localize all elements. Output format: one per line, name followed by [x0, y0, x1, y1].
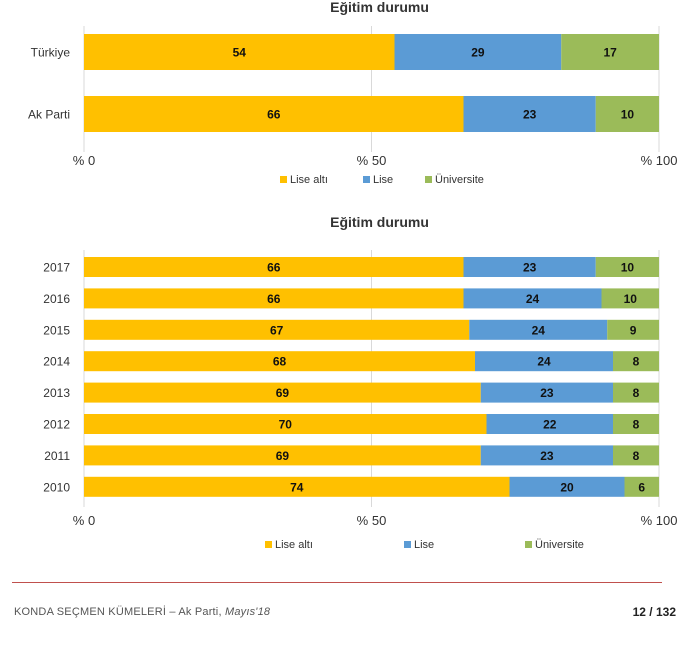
- legend-swatch: [425, 176, 432, 183]
- data-label: 8: [633, 449, 640, 463]
- bar-segment: [463, 96, 596, 132]
- footer-source-text: KONDA SEÇMEN KÜMELERİ – Ak Parti,: [14, 606, 225, 618]
- bar-segment: [475, 351, 613, 372]
- data-label: 10: [624, 292, 638, 306]
- data-label: 23: [523, 261, 537, 275]
- data-label: 23: [540, 386, 554, 400]
- data-label: 74: [290, 480, 304, 494]
- bar-segment: [84, 476, 510, 497]
- data-label: 10: [621, 108, 635, 122]
- data-label: 69: [276, 449, 290, 463]
- category-label: 2011: [44, 449, 70, 463]
- x-tick-label: % 50: [357, 513, 387, 528]
- data-label: 6: [638, 480, 645, 494]
- legend-swatch: [265, 541, 272, 548]
- bar-segment: [561, 34, 659, 70]
- bar-segment: [84, 351, 475, 372]
- data-label: 20: [560, 480, 574, 494]
- category-label: 2017: [43, 261, 70, 275]
- data-label: 23: [523, 108, 537, 122]
- data-label: 9: [630, 323, 637, 337]
- data-label: 54: [233, 46, 247, 60]
- bar-segment: [613, 351, 659, 372]
- data-label: 66: [267, 261, 281, 275]
- x-tick-label: % 50: [357, 153, 387, 168]
- category-label: Ak Parti: [28, 108, 70, 122]
- category-label: 2013: [43, 386, 70, 400]
- data-label: 24: [537, 355, 551, 369]
- bar-segment: [480, 445, 613, 466]
- bar-segment: [84, 34, 395, 70]
- category-label: Türkiye: [31, 46, 71, 60]
- bar-segment: [463, 288, 602, 309]
- data-label: 22: [543, 418, 557, 432]
- bar-segment: [601, 288, 659, 309]
- data-label: 69: [276, 386, 290, 400]
- bar-segment: [84, 96, 464, 132]
- category-label: 2010: [43, 480, 70, 494]
- footer-divider: [12, 582, 662, 583]
- data-label: 70: [279, 418, 293, 432]
- bar-segment: [607, 319, 659, 340]
- chart-title: Eğitim durumu: [330, 0, 429, 15]
- x-tick-label: % 0: [73, 153, 95, 168]
- bar-segment: [595, 96, 659, 132]
- bar-segment: [394, 34, 562, 70]
- data-label: 66: [267, 108, 281, 122]
- category-label: 2016: [43, 292, 70, 306]
- legend-swatch: [280, 176, 287, 183]
- bar-segment: [509, 476, 625, 497]
- data-label: 17: [603, 46, 617, 60]
- data-label: 68: [273, 355, 287, 369]
- data-label: 8: [633, 418, 640, 432]
- legend-label: Lise altı: [290, 174, 328, 186]
- data-label: 24: [526, 292, 540, 306]
- category-label: 2015: [43, 323, 70, 337]
- bar-segment: [480, 382, 613, 403]
- legend-label: Lise: [373, 174, 393, 186]
- legend-label: Üniversite: [535, 539, 584, 551]
- chart-title: Eğitim durumu: [330, 214, 429, 230]
- bar-segment: [486, 414, 613, 434]
- bar-segment: [84, 257, 464, 277]
- footer-source: KONDA SEÇMEN KÜMELERİ – Ak Parti, Mayıs'…: [14, 606, 270, 618]
- bar-segment: [463, 257, 596, 277]
- category-label: 2014: [43, 355, 70, 369]
- legend-label: Lise: [414, 539, 434, 551]
- x-tick-label: % 0: [73, 513, 95, 528]
- bar-segment: [84, 288, 464, 309]
- bar-segment: [469, 319, 608, 340]
- x-tick-label: % 100: [641, 513, 678, 528]
- legend-swatch: [525, 541, 532, 548]
- data-label: 24: [532, 323, 546, 337]
- data-label: 29: [471, 46, 485, 60]
- footer-date: Mayıs'18: [224, 606, 271, 618]
- data-label: 66: [267, 292, 281, 306]
- legend-label: Lise altı: [275, 539, 313, 551]
- bar-segment: [613, 414, 659, 434]
- data-label: 67: [270, 323, 284, 337]
- category-label: 2012: [43, 418, 70, 432]
- bar-segment: [613, 382, 659, 403]
- bar-segment: [84, 445, 481, 466]
- page-number: 12 / 132: [632, 605, 676, 619]
- legend-label: Üniversite: [435, 174, 484, 186]
- data-label: 23: [540, 449, 554, 463]
- legend-swatch: [363, 176, 370, 183]
- bar-segment: [84, 414, 487, 434]
- data-label: 8: [633, 355, 640, 369]
- bar-segment: [84, 319, 470, 340]
- bar-segment: [624, 476, 659, 497]
- legend-swatch: [404, 541, 411, 548]
- x-tick-label: % 100: [641, 153, 678, 168]
- bar-segment: [613, 445, 659, 466]
- data-label: 10: [621, 261, 635, 275]
- bar-segment: [84, 382, 481, 403]
- data-label: 8: [633, 386, 640, 400]
- bar-segment: [595, 257, 659, 277]
